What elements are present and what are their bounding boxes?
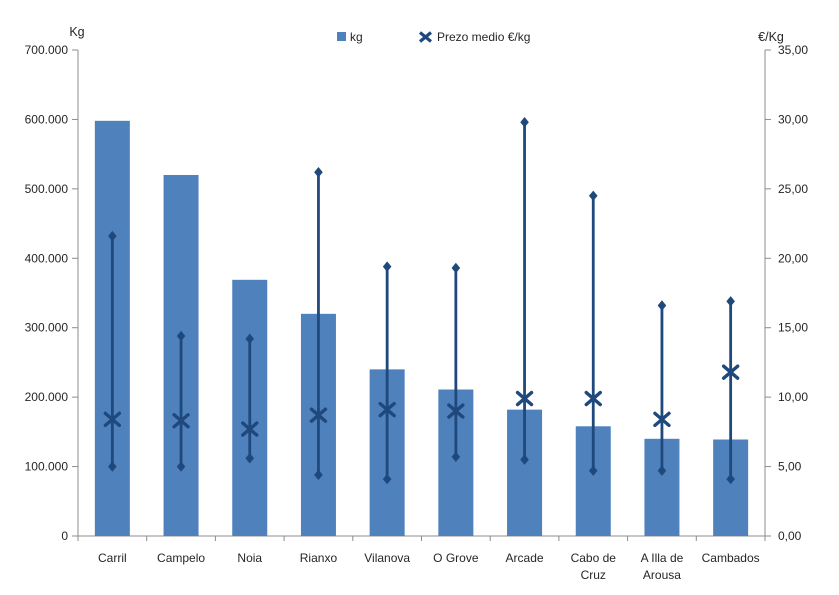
price-series-x-marker-icon xyxy=(418,31,433,43)
category-label: O Grove xyxy=(433,551,479,565)
max-price-marker xyxy=(245,333,255,345)
max-price-marker xyxy=(108,230,117,242)
min-price-marker xyxy=(657,465,667,476)
avg-price-x-marker xyxy=(653,411,671,428)
min-price-marker xyxy=(108,461,117,472)
right-axis-tick-label: 15,00 xyxy=(778,321,808,335)
category-label: Campelo xyxy=(157,551,205,565)
price-range xyxy=(584,190,602,476)
y-axis-right-ticks: 35,00 30,00 25,00 20,00 15,00 10,00 5,00 0,00 xyxy=(765,43,808,543)
min-price-marker xyxy=(382,473,392,485)
x-axis-category-labels: Carril Campelo Noia Rianxo Vilanova O Grove Ar… xyxy=(98,551,760,582)
price-range xyxy=(309,166,328,481)
price-range xyxy=(378,261,396,485)
right-axis-tick-label: 35,00 xyxy=(778,43,808,57)
avg-price-x-marker xyxy=(378,401,396,418)
right-axis-tick-label: 0,00 xyxy=(778,529,802,543)
right-axis-tick-label: 5,00 xyxy=(778,460,802,474)
avg-price-x-marker xyxy=(447,403,465,419)
max-price-marker xyxy=(520,117,529,128)
category-label: Rianxo xyxy=(300,551,338,565)
min-price-marker xyxy=(520,454,529,465)
price-range xyxy=(172,330,190,472)
left-axis-tick-label: 0 xyxy=(61,529,68,543)
avg-price-x-marker xyxy=(584,390,602,407)
price-range-series xyxy=(103,117,740,485)
y-axis-left-ticks: 700.000 600.000 500.000 400.000 300.000 200.0… xyxy=(25,43,78,543)
min-price-marker xyxy=(176,461,186,472)
price-range xyxy=(721,296,740,485)
left-axis-tick-label: 100.000 xyxy=(25,460,69,474)
left-axis-title: Kg xyxy=(69,25,84,39)
right-axis-tick-label: 30,00 xyxy=(778,112,808,126)
category-label: Vilanova xyxy=(364,551,410,565)
price-range xyxy=(241,333,259,464)
price-range xyxy=(515,117,534,465)
max-price-marker xyxy=(588,190,598,201)
category-label: Noia xyxy=(237,551,262,565)
legend: kg Prezo medio €/kg xyxy=(337,30,530,44)
legend-price-label: Prezo medio €/kg xyxy=(437,30,530,44)
left-axis-tick-label: 400.000 xyxy=(25,251,69,265)
right-axis-title: €/Kg xyxy=(758,30,784,44)
max-price-marker xyxy=(382,261,392,272)
left-axis-tick-label: 500.000 xyxy=(25,182,69,196)
category-label: Cabo de Cruz xyxy=(571,551,617,582)
min-price-marker xyxy=(245,453,255,464)
max-price-marker xyxy=(657,300,667,311)
left-axis-tick-label: 200.000 xyxy=(25,390,69,404)
max-price-marker xyxy=(726,296,735,307)
avg-price-x-marker xyxy=(172,413,190,429)
max-price-marker xyxy=(314,166,323,178)
kg-series-swatch-icon xyxy=(337,32,346,41)
price-range xyxy=(103,230,122,472)
avg-price-x-marker xyxy=(103,411,122,428)
kg-bars-series xyxy=(94,120,749,537)
min-price-marker xyxy=(314,469,323,481)
avg-price-x-marker xyxy=(309,407,328,423)
price-range xyxy=(653,300,671,476)
right-axis-tick-label: 20,00 xyxy=(778,251,808,265)
left-axis-tick-label: 600.000 xyxy=(25,112,69,126)
category-label: A Illa de Arousa xyxy=(641,551,684,582)
avg-price-x-marker xyxy=(241,421,259,437)
left-axis-tick-label: 300.000 xyxy=(25,321,69,335)
x-axis-ticks xyxy=(77,536,766,541)
min-price-marker xyxy=(726,473,735,485)
category-label: Carril xyxy=(98,551,127,565)
category-label: Arcade xyxy=(506,551,544,565)
max-price-marker xyxy=(176,330,186,342)
right-axis-tick-label: 25,00 xyxy=(778,182,808,196)
legend-kg-label: kg xyxy=(350,30,363,44)
right-axis-tick-label: 10,00 xyxy=(778,390,808,404)
min-price-marker xyxy=(451,451,461,463)
left-axis-tick-label: 700.000 xyxy=(25,43,69,57)
category-label: Cambados xyxy=(702,551,760,565)
max-price-marker xyxy=(451,262,461,274)
avg-price-x-marker xyxy=(721,364,740,380)
avg-price-x-marker xyxy=(515,390,534,407)
price-range xyxy=(447,262,465,463)
min-price-marker xyxy=(588,465,598,476)
